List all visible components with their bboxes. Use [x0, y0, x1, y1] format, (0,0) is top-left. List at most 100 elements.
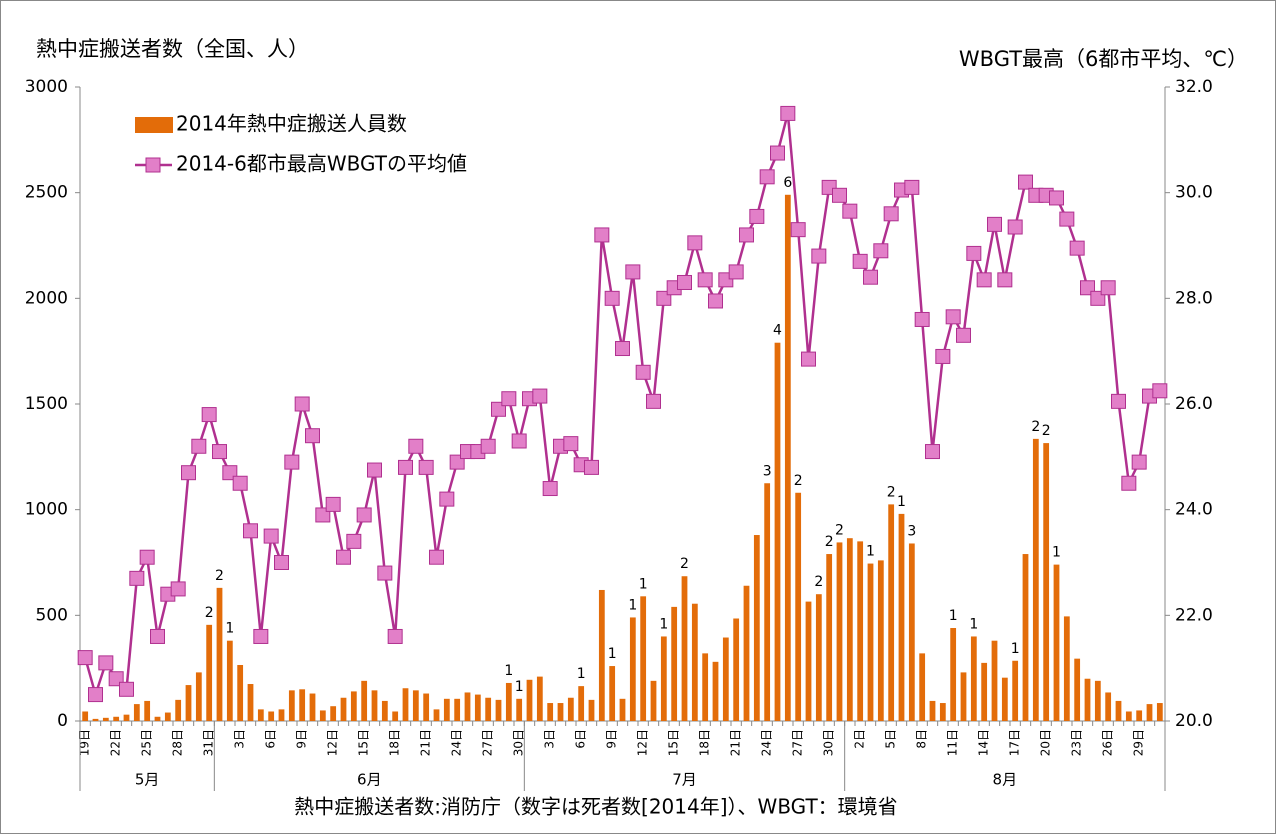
bar [464, 692, 471, 721]
marker [759, 169, 775, 185]
death-label: 3 [907, 523, 916, 539]
y2-title: WBGT最高（6都市平均、℃） [959, 47, 1248, 71]
bar [474, 694, 481, 721]
x-tick-label: 15日 [667, 729, 681, 756]
x-tick-label: 6日 [264, 729, 278, 749]
death-label: 1 [659, 616, 668, 632]
bar [92, 718, 99, 721]
marker [367, 462, 382, 478]
marker [677, 274, 692, 290]
marker [925, 444, 940, 460]
bar [650, 680, 657, 721]
marker [852, 253, 868, 269]
bar [330, 706, 337, 721]
bar [133, 704, 140, 721]
bar [733, 618, 740, 721]
bar [299, 689, 306, 721]
death-label: 1 [225, 621, 234, 637]
death-label: 1 [515, 679, 524, 695]
bar [950, 628, 957, 721]
x-tick-label: 15日 [357, 729, 371, 756]
x-tick-label: 5日 [884, 729, 898, 749]
bar [805, 601, 812, 721]
marker [274, 555, 289, 570]
month-label: 6月 [357, 771, 382, 789]
bar [970, 636, 977, 721]
x-tick-label: 18日 [698, 729, 712, 756]
death-label: 1 [897, 494, 906, 510]
death-label: 1 [1052, 545, 1061, 561]
x-tick-label: 3日 [233, 729, 247, 749]
marker [1018, 174, 1033, 190]
marker [1152, 383, 1168, 399]
marker [356, 507, 372, 523]
death-label: 2 [680, 556, 689, 572]
marker [563, 436, 579, 452]
marker [904, 179, 920, 195]
bar [1032, 438, 1039, 721]
marker [976, 272, 992, 288]
marker [1131, 454, 1147, 470]
bar [815, 594, 822, 721]
marker [129, 570, 145, 586]
marker [77, 650, 93, 666]
bar [588, 699, 595, 721]
bar [578, 686, 585, 721]
bar [1074, 658, 1081, 721]
bar [867, 563, 874, 721]
bar [402, 688, 409, 721]
x-tick-label: 25日 [140, 729, 154, 756]
marker [625, 264, 641, 280]
bar [836, 542, 843, 721]
y-tick-label: 0 [57, 711, 68, 731]
bar [609, 666, 616, 721]
bar [1012, 660, 1019, 721]
bar [671, 606, 678, 721]
marker [615, 341, 630, 357]
marker [408, 438, 424, 454]
bar [981, 662, 988, 721]
death-label: 1 [1011, 641, 1020, 657]
y-tick-label: 500 [36, 605, 68, 625]
marker [439, 491, 455, 507]
bar [702, 653, 709, 721]
bar [619, 698, 626, 721]
death-label: 2 [215, 568, 224, 584]
y-tick-label: 2000 [25, 288, 68, 308]
death-label: 2 [825, 534, 834, 550]
marker [294, 396, 310, 412]
marker [191, 438, 207, 454]
bar [454, 698, 461, 721]
marker [480, 438, 496, 454]
marker [263, 528, 279, 544]
bar [1053, 564, 1060, 721]
marker [708, 293, 723, 309]
bar [567, 697, 574, 721]
bar [516, 698, 523, 721]
y-tick-label: 1000 [25, 500, 68, 520]
x-tick-label: 31日 [202, 729, 216, 756]
marker [914, 311, 930, 327]
bar [82, 711, 89, 721]
marker [212, 444, 227, 460]
bar [1043, 443, 1050, 721]
source-note: 熱中症搬送者数:消防庁（数字は死者数[2014年]）、WBGT：環境省 [294, 795, 897, 819]
marker [336, 549, 351, 565]
x-tick-label: 11日 [946, 729, 960, 756]
marker [863, 269, 878, 285]
x-tick-label: 12日 [326, 729, 340, 756]
bar [1063, 616, 1070, 721]
bar [1115, 700, 1122, 721]
marker [966, 245, 982, 261]
bar [371, 690, 378, 721]
x-tick-label: 23日 [1070, 729, 1084, 756]
bar [433, 709, 440, 721]
x-tick-label: 19日 [78, 729, 92, 756]
bar [888, 504, 895, 721]
bar [237, 664, 244, 721]
bar [443, 698, 450, 721]
bar [712, 661, 719, 721]
x-tick-label: 12日 [636, 729, 650, 756]
marker [687, 235, 703, 251]
marker [346, 533, 362, 549]
